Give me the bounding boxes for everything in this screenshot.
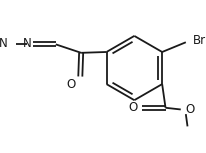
Text: O: O: [66, 78, 75, 91]
Text: Br: Br: [192, 34, 205, 47]
Text: O: O: [128, 101, 137, 114]
Text: N: N: [0, 37, 8, 50]
Text: N: N: [23, 37, 32, 50]
Text: O: O: [185, 103, 194, 116]
